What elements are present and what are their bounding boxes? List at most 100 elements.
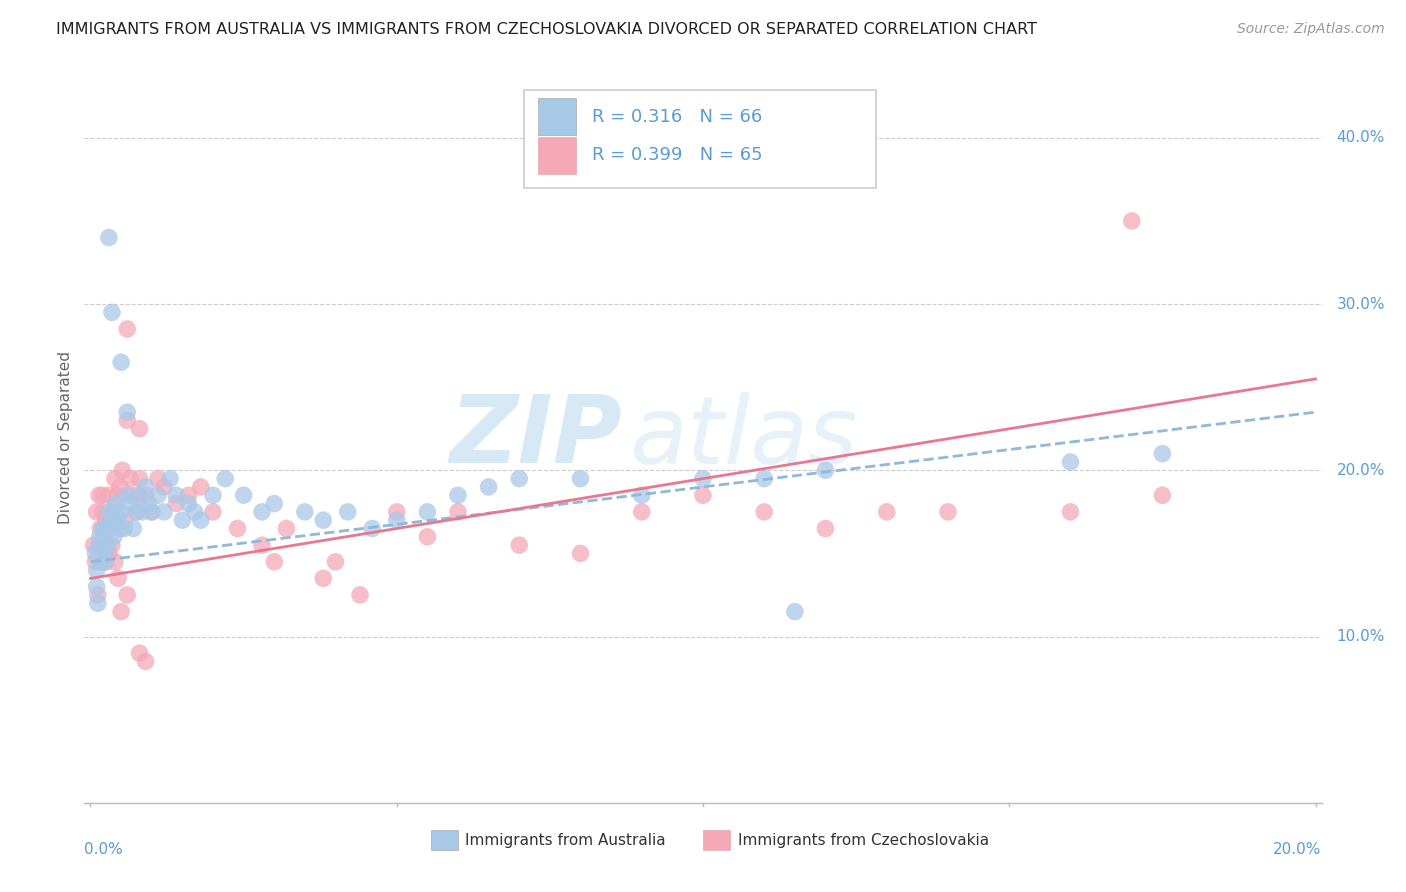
Point [94, 513, 117, 527]
Point [250, 538, 273, 552]
Point [122, 488, 145, 502]
Point [630, 505, 652, 519]
Point [97, 538, 120, 552]
Point [107, 513, 129, 527]
Point [97, 230, 120, 244]
Point [107, 571, 129, 585]
Point [87, 588, 110, 602]
Point [91, 488, 114, 502]
Point [201, 505, 224, 519]
Point [141, 505, 163, 519]
Point [90, 538, 112, 552]
Point [250, 505, 273, 519]
Point [312, 513, 335, 527]
FancyBboxPatch shape [523, 90, 876, 188]
Point [125, 505, 148, 519]
Point [97, 505, 120, 519]
Point [110, 605, 132, 619]
Point [89, 555, 111, 569]
Point [98, 521, 121, 535]
Point [97, 546, 120, 560]
Point [416, 530, 439, 544]
Point [110, 505, 132, 519]
Point [692, 488, 714, 502]
Point [86, 563, 108, 577]
Point [294, 505, 316, 519]
Point [153, 480, 176, 494]
Point [104, 555, 127, 569]
Point [87, 596, 110, 610]
Text: R = 0.399   N = 65: R = 0.399 N = 65 [592, 146, 762, 164]
Point [101, 538, 124, 552]
Text: ZIP: ZIP [450, 391, 623, 483]
Point [115, 405, 138, 419]
Point [1059, 505, 1081, 519]
Point [120, 497, 142, 511]
Point [108, 480, 131, 494]
Point [876, 505, 898, 519]
Text: Immigrants from Czechoslovakia: Immigrants from Czechoslovakia [738, 832, 988, 847]
Bar [538, 98, 575, 135]
Point [115, 588, 138, 602]
Text: 30.0%: 30.0% [1337, 297, 1385, 311]
Point [125, 505, 148, 519]
Point [138, 497, 160, 511]
Point [201, 488, 224, 502]
Point [325, 555, 347, 569]
Point [814, 463, 837, 477]
Point [232, 488, 254, 502]
Text: R = 0.316   N = 66: R = 0.316 N = 66 [592, 108, 762, 126]
Point [1059, 455, 1081, 469]
Point [112, 521, 135, 535]
Point [276, 521, 298, 535]
Point [190, 513, 212, 527]
Point [214, 472, 236, 486]
Point [361, 521, 384, 535]
Point [159, 472, 181, 486]
Point [263, 497, 285, 511]
Point [312, 571, 335, 585]
Point [115, 488, 138, 502]
Point [87, 488, 110, 502]
Point [89, 521, 111, 535]
Point [89, 530, 111, 544]
Point [128, 646, 150, 660]
Point [115, 413, 138, 427]
Point [177, 497, 200, 511]
Point [110, 355, 132, 369]
Point [94, 555, 117, 569]
Point [630, 488, 652, 502]
Bar [430, 830, 458, 850]
Point [93, 555, 115, 569]
Point [87, 538, 110, 552]
Point [172, 513, 194, 527]
Point [96, 521, 118, 535]
Text: Source: ZipAtlas.com: Source: ZipAtlas.com [1237, 22, 1385, 37]
Point [754, 472, 776, 486]
Text: 10.0%: 10.0% [1337, 629, 1385, 644]
Point [183, 505, 205, 519]
Point [128, 422, 150, 436]
Point [114, 513, 136, 527]
Point [128, 488, 150, 502]
Text: 40.0%: 40.0% [1337, 130, 1385, 145]
Point [101, 505, 124, 519]
Point [111, 463, 134, 477]
Point [83, 538, 105, 552]
Point [90, 538, 112, 552]
Point [336, 505, 359, 519]
Point [165, 497, 187, 511]
Point [97, 488, 120, 502]
Point [478, 480, 501, 494]
Point [84, 546, 107, 560]
Point [108, 521, 131, 535]
Point [135, 480, 157, 494]
Point [385, 505, 408, 519]
Text: 0.0%: 0.0% [84, 842, 124, 856]
Point [814, 521, 837, 535]
Bar [703, 830, 730, 850]
Point [86, 580, 108, 594]
Text: Immigrants from Australia: Immigrants from Australia [465, 832, 666, 847]
Point [508, 538, 530, 552]
Point [107, 488, 129, 502]
